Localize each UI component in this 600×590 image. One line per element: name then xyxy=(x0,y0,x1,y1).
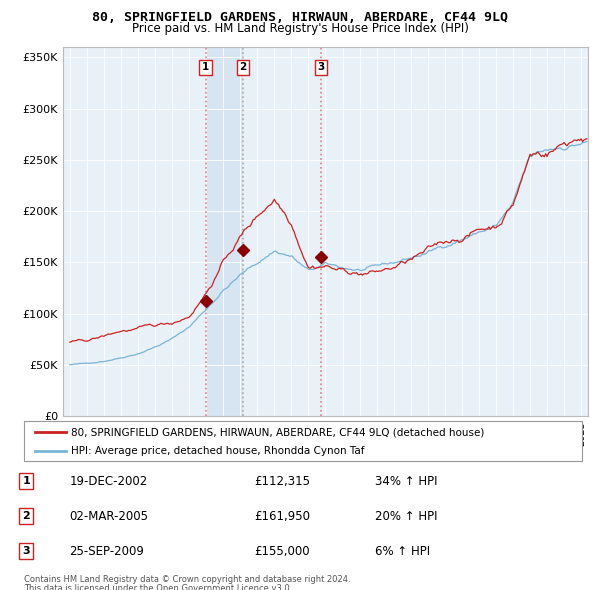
Text: 6% ↑ HPI: 6% ↑ HPI xyxy=(375,545,430,558)
Text: 80, SPRINGFIELD GARDENS, HIRWAUN, ABERDARE, CF44 9LQ (detached house): 80, SPRINGFIELD GARDENS, HIRWAUN, ABERDA… xyxy=(71,428,485,438)
Text: HPI: Average price, detached house, Rhondda Cynon Taf: HPI: Average price, detached house, Rhon… xyxy=(71,447,365,456)
Text: Contains HM Land Registry data © Crown copyright and database right 2024.: Contains HM Land Registry data © Crown c… xyxy=(24,575,350,584)
Text: £161,950: £161,950 xyxy=(254,510,310,523)
Text: £112,315: £112,315 xyxy=(254,474,310,488)
Text: 3: 3 xyxy=(23,546,30,556)
Text: 02-MAR-2005: 02-MAR-2005 xyxy=(70,510,149,523)
Text: 19-DEC-2002: 19-DEC-2002 xyxy=(70,474,148,488)
Text: 80, SPRINGFIELD GARDENS, HIRWAUN, ABERDARE, CF44 9LQ: 80, SPRINGFIELD GARDENS, HIRWAUN, ABERDA… xyxy=(92,11,508,24)
Text: 1: 1 xyxy=(202,63,209,73)
Text: 1: 1 xyxy=(23,476,30,486)
Text: 2: 2 xyxy=(239,63,247,73)
Text: 2: 2 xyxy=(23,512,30,521)
Text: This data is licensed under the Open Government Licence v3.0.: This data is licensed under the Open Gov… xyxy=(24,584,292,590)
Bar xyxy=(206,47,243,416)
Text: £155,000: £155,000 xyxy=(254,545,310,558)
Text: 34% ↑ HPI: 34% ↑ HPI xyxy=(375,474,437,488)
Text: 25-SEP-2009: 25-SEP-2009 xyxy=(70,545,145,558)
Text: 3: 3 xyxy=(317,63,325,73)
Text: Price paid vs. HM Land Registry's House Price Index (HPI): Price paid vs. HM Land Registry's House … xyxy=(131,22,469,35)
Text: 20% ↑ HPI: 20% ↑ HPI xyxy=(375,510,437,523)
